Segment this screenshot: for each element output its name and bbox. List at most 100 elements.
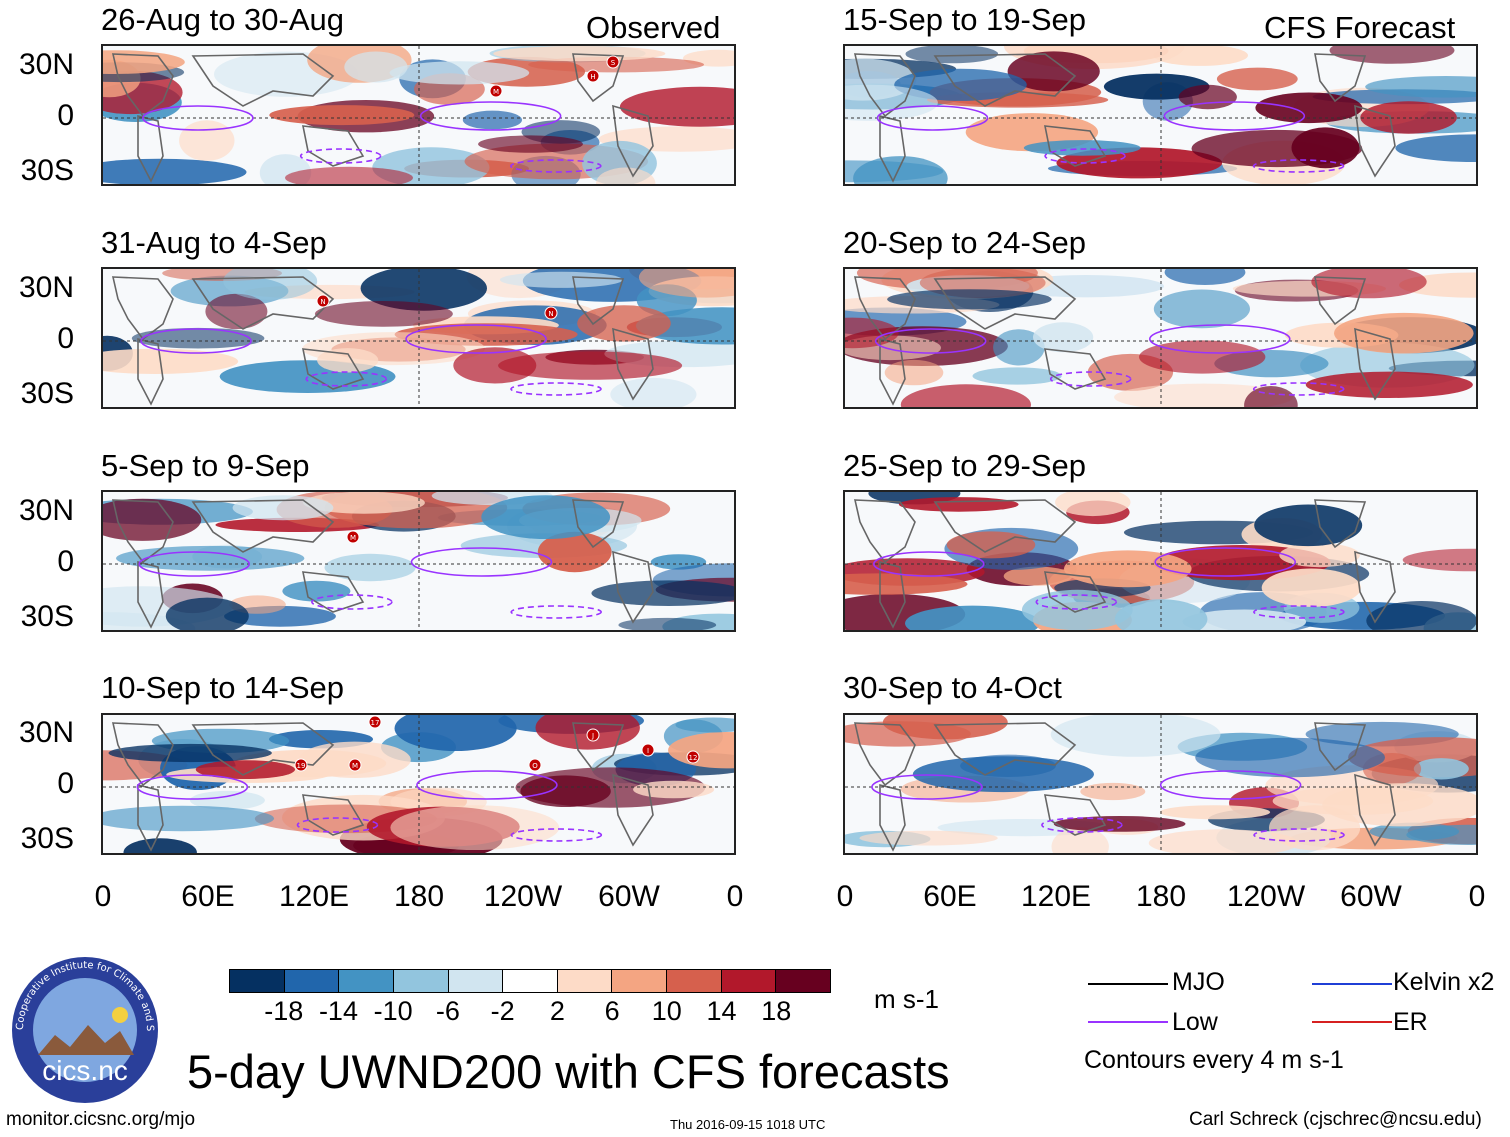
storm-marker: S — [606, 55, 620, 69]
svg-text:N: N — [320, 298, 325, 306]
colorbar-swatch — [392, 970, 448, 992]
anomaly-blob — [303, 492, 425, 514]
anomaly-blob — [1159, 805, 1271, 820]
anomaly-blob — [344, 51, 408, 83]
anomaly-blob — [390, 805, 560, 850]
cics-logo: Cooperative Institute for Climate and Sa… — [7, 947, 160, 1105]
colorbar-swatch — [666, 970, 721, 992]
coastline — [191, 276, 335, 330]
x-tick: 60W — [1340, 880, 1402, 913]
y-tick: 0 — [57, 99, 74, 132]
colorbar-tick: -2 — [490, 996, 515, 1026]
low-contour — [138, 551, 251, 577]
colorbar-units: m s-1 — [874, 984, 939, 1014]
figure-title: 5-day UWND200 with CFS forecasts — [187, 1045, 950, 1098]
anomaly-blob — [993, 329, 1045, 366]
low-contour — [136, 774, 249, 800]
x-tick: 60W — [598, 880, 660, 913]
coastline — [572, 722, 625, 772]
low-contour — [416, 770, 558, 800]
y-tick: 30N — [18, 494, 74, 527]
svg-text:19: 19 — [297, 762, 306, 770]
anomaly-blob — [324, 553, 416, 582]
x-tick: 0 — [94, 880, 112, 913]
anomaly-blob — [285, 166, 413, 184]
timestamp: Thu 2016-09-15 1018 UTC — [670, 1117, 826, 1132]
anomaly-blob — [1050, 715, 1221, 757]
anomaly-blob — [1366, 601, 1476, 630]
anomaly-blob — [499, 271, 623, 288]
anomaly-blob — [668, 732, 734, 769]
y-tick: 0 — [57, 767, 74, 800]
svg-text:H: H — [590, 73, 595, 81]
anomaly-blob — [1148, 829, 1299, 853]
site-url[interactable]: monitor.cicsnc.org/mjo — [6, 1109, 196, 1130]
coastline — [1044, 794, 1107, 836]
x-tick: 0 — [836, 880, 854, 913]
anomaly-blob — [1413, 758, 1469, 780]
anomaly-blob — [1395, 134, 1476, 162]
coastline — [933, 276, 1077, 330]
anomaly-blob — [610, 377, 697, 407]
coastline — [191, 499, 335, 553]
y-tick: 30S — [20, 600, 74, 633]
storm-marker: O — [528, 758, 542, 772]
coastline — [111, 722, 174, 787]
anomaly-blob — [1021, 589, 1133, 630]
anomaly-blob — [189, 790, 265, 810]
storm-marker: H — [586, 69, 600, 83]
storm-marker: M — [489, 84, 503, 98]
mjo-line — [1088, 983, 1168, 985]
kelvin-line — [1312, 983, 1392, 985]
low-contour — [296, 817, 379, 833]
coastline — [933, 53, 1077, 107]
contour-note: Contours every 4 m s-1 — [1084, 1046, 1344, 1074]
x-tick: 60E — [181, 880, 235, 913]
anomaly-blob — [1182, 609, 1307, 630]
anomaly-blob — [1033, 322, 1094, 353]
anomaly-blob — [498, 351, 683, 380]
colorbar-tick: 2 — [549, 996, 565, 1026]
anomaly-blob — [894, 68, 1027, 101]
anomaly-blob — [845, 573, 968, 595]
colorbar-swatch — [556, 970, 612, 992]
kelvin-label: Kelvin x2 — [1393, 968, 1495, 996]
colorbar-tick: -18 — [264, 996, 304, 1026]
low-contour — [874, 328, 987, 354]
anomaly-blob — [116, 545, 305, 571]
anomaly-blob — [232, 495, 334, 521]
storm-marker: I — [641, 743, 655, 757]
low-contour — [510, 605, 602, 619]
low-contour — [1252, 382, 1345, 396]
svg-text:17: 17 — [371, 719, 380, 727]
coastline — [1314, 276, 1367, 326]
anomaly-blob — [638, 269, 734, 298]
x-tick: 180 — [393, 880, 445, 913]
anomaly-blob — [103, 805, 275, 832]
low-contour — [1044, 148, 1126, 164]
coastline — [137, 114, 164, 183]
coastline — [572, 499, 625, 549]
coastline — [1354, 550, 1396, 624]
anomaly-map: 17 19 M O J I 12 — [101, 713, 736, 855]
anomaly-blob — [618, 617, 717, 630]
storm-marker: 19 — [294, 758, 308, 772]
storm-marker: M — [348, 758, 362, 772]
storm-marker: 17 — [368, 715, 382, 729]
coastline — [879, 337, 906, 406]
anomaly-blob — [675, 717, 734, 733]
low-contour — [1252, 159, 1345, 173]
low-contour — [510, 382, 602, 396]
uwnd-field — [845, 715, 1476, 853]
coastline — [1314, 722, 1367, 772]
anomaly-blob — [103, 158, 247, 184]
colorbar-tick: -14 — [318, 996, 358, 1026]
colorbar-swatch — [230, 970, 284, 992]
anomaly-blob — [853, 156, 948, 184]
x-tick: 0 — [1468, 880, 1486, 913]
svg-text:M: M — [493, 88, 499, 96]
coastline — [612, 104, 654, 178]
anomaly-blob — [478, 135, 583, 153]
anomaly-blob — [179, 120, 235, 161]
panel-title: 31-Aug to 4-Sep — [101, 225, 327, 260]
